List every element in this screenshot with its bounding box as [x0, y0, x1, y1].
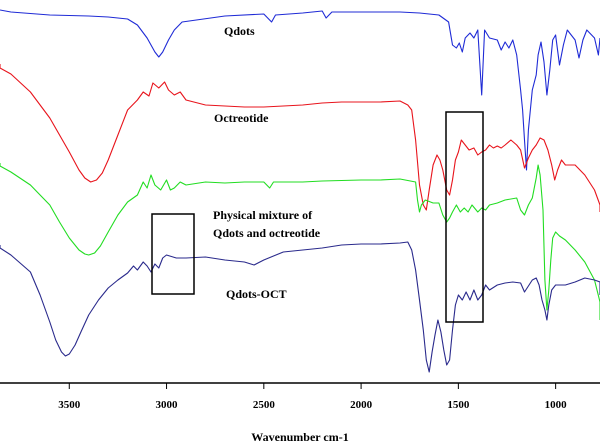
x-axis-title: Wavenumber cm-1	[251, 430, 348, 444]
x-tick-label: 2000	[350, 399, 373, 411]
highlight-box-right	[445, 111, 484, 323]
series-line-3	[0, 163, 600, 320]
series-line-4	[0, 241, 600, 373]
series-line-2	[0, 64, 600, 212]
series-line-1	[0, 9, 600, 171]
label-mixture-line1: Physical mixture of	[213, 208, 313, 222]
label-qdots-oct: Qdots-OCT	[226, 287, 287, 301]
x-tick-label: 3000	[156, 399, 179, 411]
label-qdots: Qdots	[224, 24, 255, 38]
x-tick-label: 2500	[253, 399, 276, 411]
x-tick-label: 1500	[447, 399, 470, 411]
label-mixture-line2: Qdots and octreotide	[213, 226, 321, 240]
x-axis-ticks: 3500 3000 2500 2000 1500 1000	[58, 383, 567, 411]
label-octreotide: Octreotide	[214, 111, 269, 125]
x-tick-label: 3500	[58, 399, 81, 411]
series-layer	[0, 9, 600, 373]
x-tick-label: 1000	[545, 399, 568, 411]
highlight-box-left	[151, 213, 195, 295]
